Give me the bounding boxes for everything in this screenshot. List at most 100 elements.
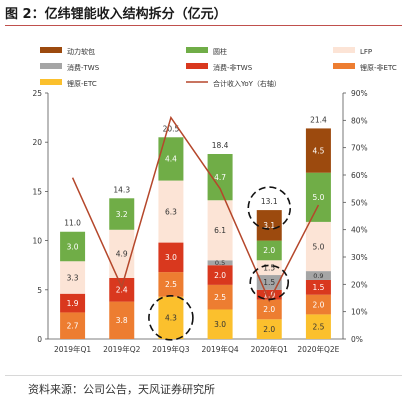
legend-swatch-4	[40, 63, 62, 69]
data-label: 4.7	[214, 173, 226, 182]
y-right-tick-label: 0%	[351, 335, 363, 344]
yoy-line	[71, 115, 320, 303]
highlight-circle-2020q1-top	[247, 186, 292, 230]
data-label: 3.0	[214, 320, 226, 329]
data-label: 3.3	[67, 273, 79, 282]
y-right-tick-label: 80%	[351, 116, 368, 125]
bar-2019-q4-etc	[207, 284, 233, 310]
bar-2019-q3-etc	[158, 272, 184, 297]
bar-2019-q1-lfp	[60, 261, 86, 294]
y-left-tick-label: 20	[32, 138, 42, 147]
bar-2020-q1-tws	[256, 289, 282, 300]
y-left-tick-label: 10	[32, 237, 42, 246]
revenue-structure-chart: 动力软包 圆柱 LFP 消费-TWS 消费-非TWS 锂原-非ETC 锂原-ETC 合计收入Y…	[32, 47, 397, 354]
bar-2019-q1-tws	[60, 293, 86, 313]
data-label: 3.1	[263, 221, 275, 230]
bar-2019-q2-tws	[109, 277, 135, 302]
total-label-2: 14.3	[113, 185, 130, 194]
bar-2019-q1-etc	[60, 312, 86, 339]
total-label-3: 20.5	[163, 124, 180, 133]
highlight-circle-q3	[148, 295, 194, 341]
bar-2020-q1-etc	[256, 319, 282, 339]
bar-2020-q1-item	[256, 240, 282, 261]
bar-2020-q1-etc	[256, 299, 282, 320]
legend-swatch-6	[333, 63, 355, 69]
data-label: 2.0	[263, 305, 275, 314]
data-label: 2.0	[214, 271, 226, 280]
legend-label-6: 锂原-非ETC	[360, 63, 397, 72]
data-label: 3.2	[116, 210, 128, 219]
data-label: 2.5	[165, 280, 177, 289]
data-label: 4.9	[116, 250, 128, 259]
bar-2019-q3-tws	[158, 242, 184, 273]
bar-2019-q2-etc	[109, 301, 135, 339]
legend-label-2: 圆柱	[213, 47, 227, 56]
data-label: 1.5	[312, 283, 324, 292]
total-label-6: 21.4	[310, 115, 327, 124]
legend-label-3: LFP	[360, 48, 372, 56]
total-label-5: 13.1	[261, 197, 278, 206]
y-right-tick-label: 90%	[351, 89, 368, 98]
x-tick-label-5: 2020年Q1	[251, 344, 288, 354]
data-label: 4.3	[165, 314, 177, 323]
bar-2020-q2e-item	[305, 172, 331, 222]
bar-2020-q2e-item	[305, 128, 331, 173]
data-label: 1.5	[263, 263, 275, 272]
data-label: 2.5	[312, 322, 324, 331]
data-label: 5.0	[312, 193, 324, 202]
data-label: 2.0	[312, 300, 324, 309]
bar-2019-q2-item	[109, 198, 135, 230]
y-left-tick-label: 5	[37, 286, 42, 295]
bar-2020-q2e-tws	[305, 279, 331, 295]
bar-2020-q1-lfp	[256, 260, 282, 276]
source-divider	[5, 375, 402, 376]
data-label: 6.1	[214, 226, 226, 235]
data-label: 4.4	[165, 155, 177, 164]
data-label: 2.4	[116, 286, 128, 295]
bar-2019-q4-lfp	[207, 200, 233, 261]
bar-2020-q2e-etc	[305, 314, 331, 339]
x-tick-label-1: 2019年Q1	[54, 344, 91, 354]
y-left-tick-label: 15	[32, 187, 42, 196]
bar-2020-q2e-lfp	[305, 221, 331, 272]
legend-swatch-7	[40, 79, 62, 85]
bar-2019-q4-tws	[207, 260, 233, 266]
data-label: 3.8	[116, 316, 128, 325]
data-label: 3.0	[165, 253, 177, 262]
legend-swatch-2	[186, 47, 208, 53]
y-left-tick-label: 25	[32, 89, 42, 98]
data-label: 3.0	[67, 242, 79, 251]
y-right-tick-label: 70%	[351, 144, 368, 153]
y-left-tick-label: 0	[37, 335, 42, 344]
total-label-1: 11.0	[64, 219, 81, 228]
bar-2019-q4-tws	[207, 265, 233, 285]
y-right-tick-label: 50%	[351, 198, 368, 207]
data-label: 2.7	[67, 321, 79, 330]
source-note: 资料来源：公司公告，天风证券研究所	[28, 383, 215, 396]
figure-title: 图 2：亿纬锂能收入结构拆分（亿元）	[5, 7, 227, 22]
bar-2019-q3-etc	[158, 296, 184, 339]
legend-label-7: 锂原-ETC	[67, 79, 97, 88]
title-divider	[5, 25, 402, 26]
bar-2020-q2e-etc	[305, 294, 331, 315]
legend-swatch-3	[333, 47, 355, 53]
bar-2019-q3-lfp	[158, 180, 184, 243]
bar-2019-q1-item	[60, 231, 86, 262]
legend-swatch-5	[186, 63, 208, 69]
highlight-circle-2020q1-tws	[249, 264, 290, 301]
data-label: 0.9	[313, 272, 323, 280]
legend-label-5: 消费-非TWS	[213, 63, 253, 72]
bar-2020-q1-item	[256, 210, 282, 241]
data-label: 1.5	[263, 278, 275, 287]
data-label: 5.0	[312, 242, 324, 251]
y-right-tick-label: 30%	[351, 253, 368, 262]
data-label: 0.5	[215, 259, 225, 267]
x-tick-label-4: 2019年Q4	[201, 344, 238, 354]
data-label: 2.5	[214, 293, 226, 302]
y-right-tick-label: 40%	[351, 226, 368, 235]
legend-label-line: 合计收入YoY（右轴）	[213, 79, 281, 88]
data-label: 1.0	[263, 290, 275, 299]
y-right-tick-label: 10%	[351, 308, 368, 317]
legend-swatch-1	[40, 47, 62, 53]
total-label-4: 18.4	[212, 141, 229, 150]
